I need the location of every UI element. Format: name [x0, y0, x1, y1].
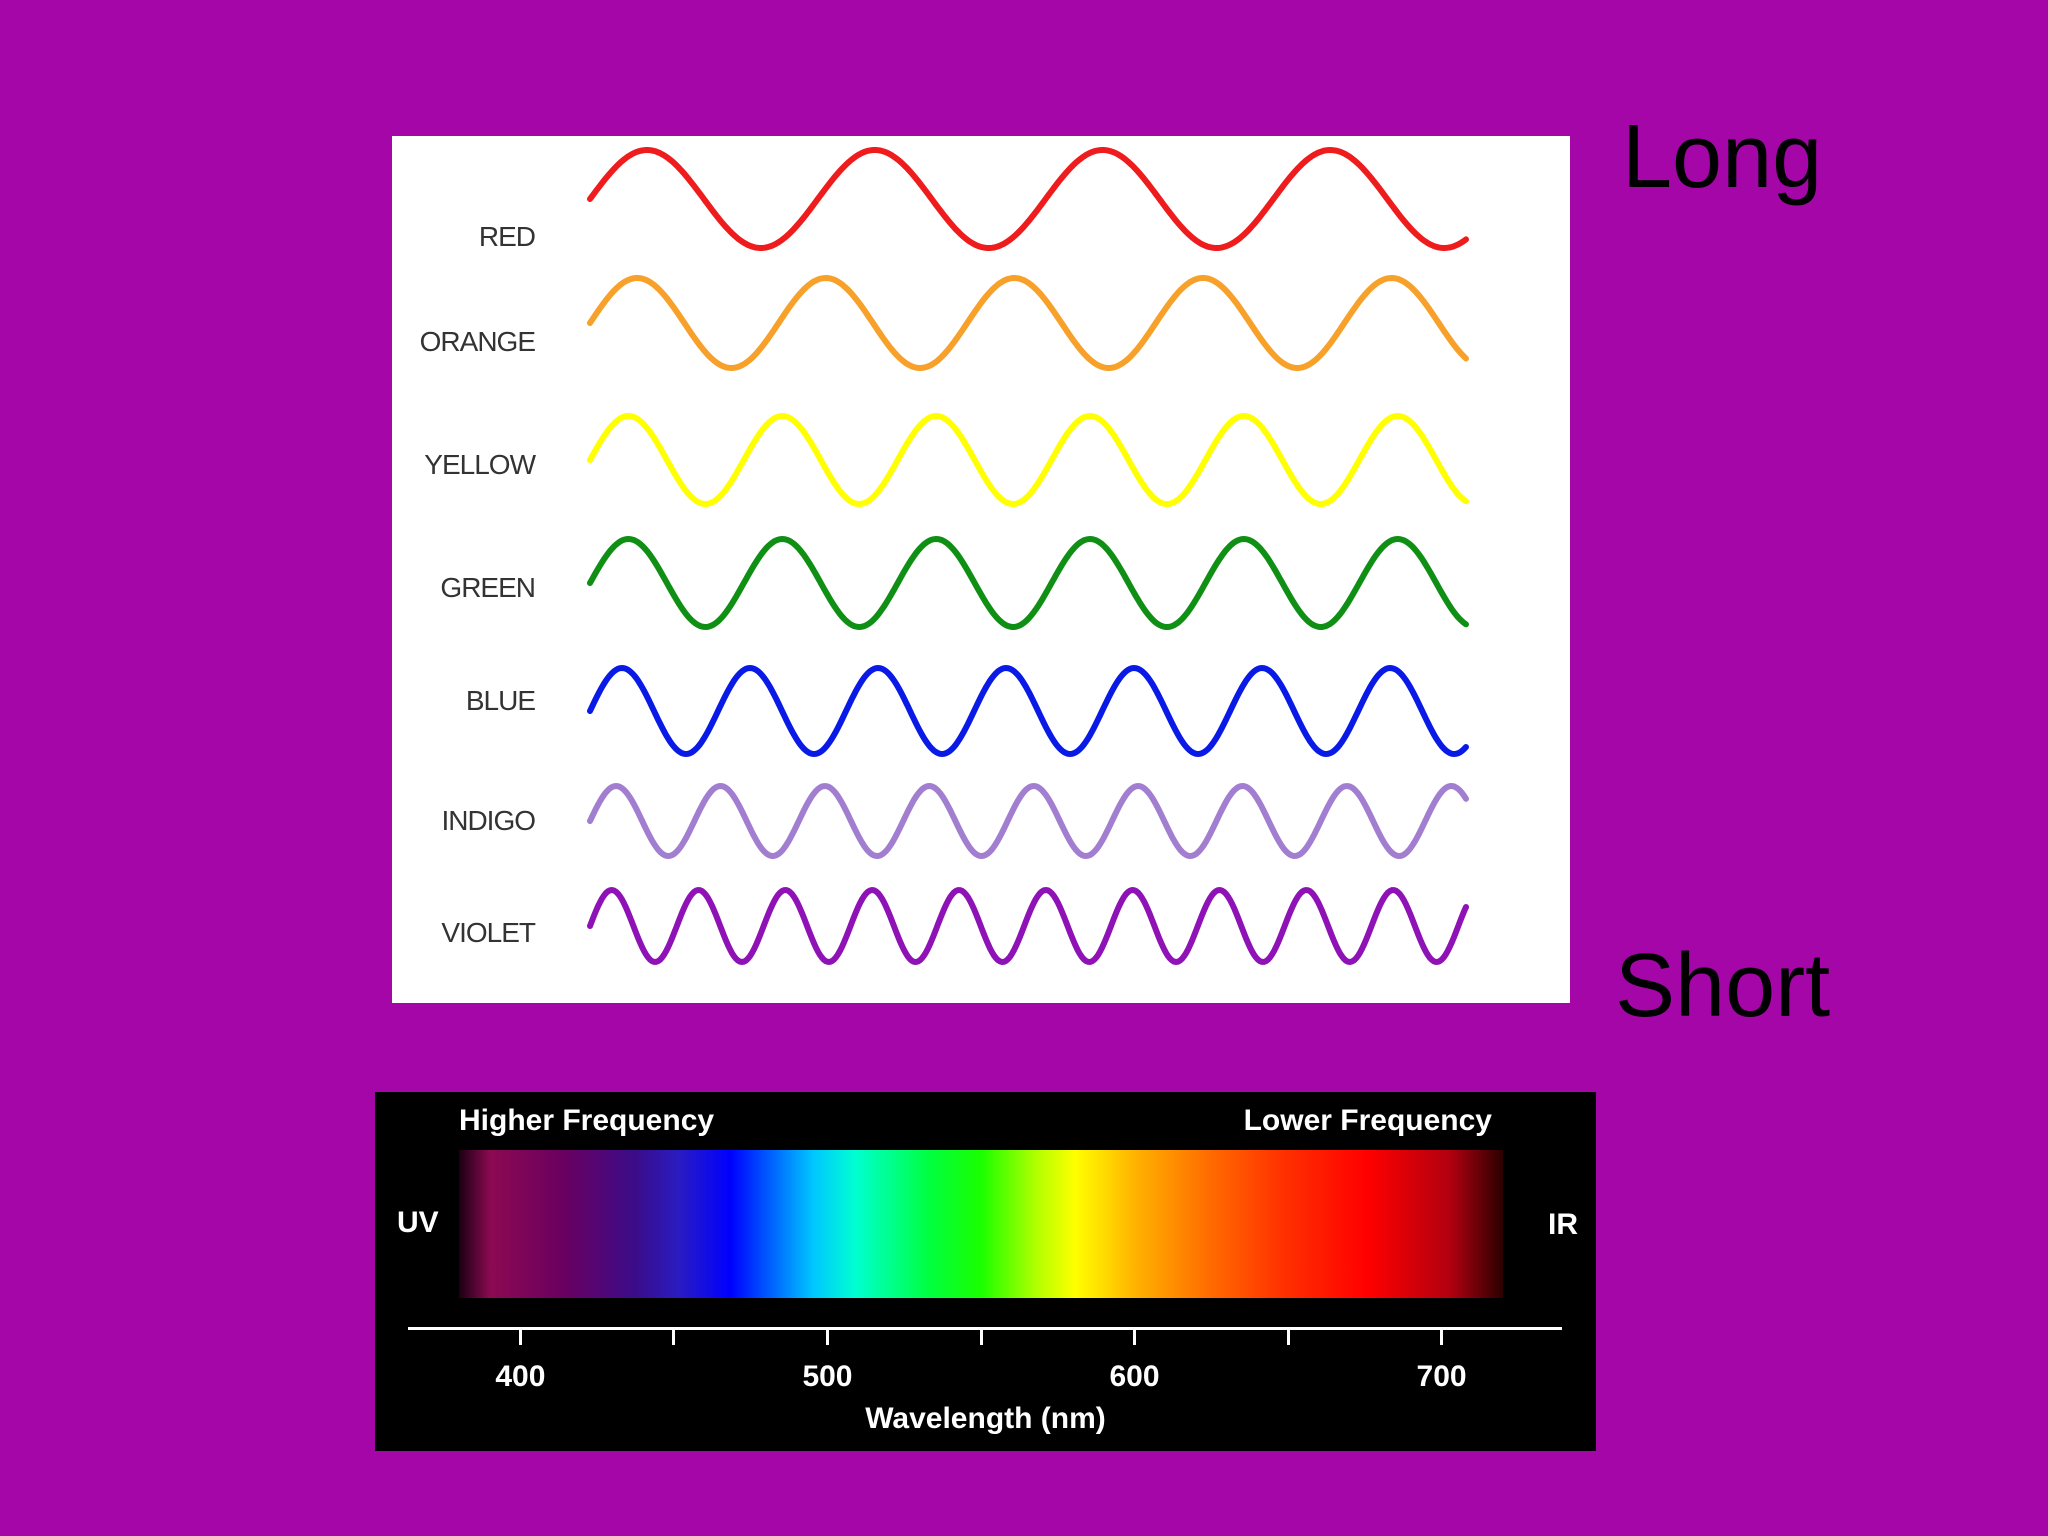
minor-tick-450	[672, 1329, 676, 1345]
minor-tick-650	[1286, 1329, 1290, 1345]
wavelength-axis-label: Wavelength (nm)	[865, 1402, 1106, 1435]
higher-frequency-label: Higher Frequency	[459, 1104, 715, 1137]
wave-label-orange: ORANGE	[419, 326, 536, 357]
wavelength-axis	[408, 1327, 1562, 1330]
short-label: Short	[1615, 936, 1831, 1036]
wave-diagram	[587, 146, 1469, 966]
long-label: Long	[1622, 107, 1823, 207]
wave-orange	[587, 274, 1469, 372]
tick-label-400: 400	[495, 1360, 546, 1393]
ir-label: IR	[1548, 1208, 1578, 1241]
wave-diagram-panel: RED ORANGE YELLOW GREEN BLUE INDIGO VIOLET	[392, 136, 1570, 1003]
wave-label-red: RED	[478, 221, 536, 252]
tick-label-600: 600	[1109, 1360, 1160, 1393]
major-tick-400	[518, 1329, 522, 1345]
wave-label-violet: VIOLET	[441, 917, 536, 948]
wave-label-green: GREEN	[440, 572, 536, 603]
major-tick-600	[1133, 1329, 1137, 1345]
wave-indigo	[587, 782, 1469, 860]
wave-label-indigo: INDIGO	[441, 805, 536, 836]
wave-blue	[587, 664, 1469, 758]
minor-tick-550	[979, 1329, 983, 1345]
wave-red	[587, 146, 1469, 252]
major-tick-500	[825, 1329, 829, 1345]
wave-violet	[587, 886, 1469, 966]
tick-label-700: 700	[1416, 1360, 1467, 1393]
major-tick-700	[1440, 1329, 1444, 1345]
tick-label-500: 500	[802, 1360, 853, 1393]
wave-green	[587, 535, 1469, 631]
uv-label: UV	[397, 1206, 439, 1239]
wave-label-yellow: YELLOW	[424, 449, 536, 480]
wave-yellow	[587, 412, 1469, 508]
lower-frequency-label: Lower Frequency	[1243, 1104, 1492, 1137]
wave-label-blue: BLUE	[465, 685, 536, 716]
spectrum-panel: Higher Frequency Lower Frequency UV IR 4…	[375, 1092, 1596, 1451]
visible-spectrum-bar	[459, 1150, 1503, 1298]
